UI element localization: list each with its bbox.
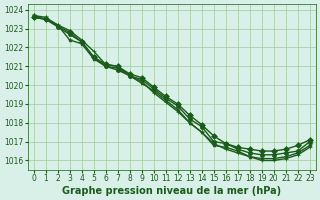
X-axis label: Graphe pression niveau de la mer (hPa): Graphe pression niveau de la mer (hPa) <box>62 186 281 196</box>
